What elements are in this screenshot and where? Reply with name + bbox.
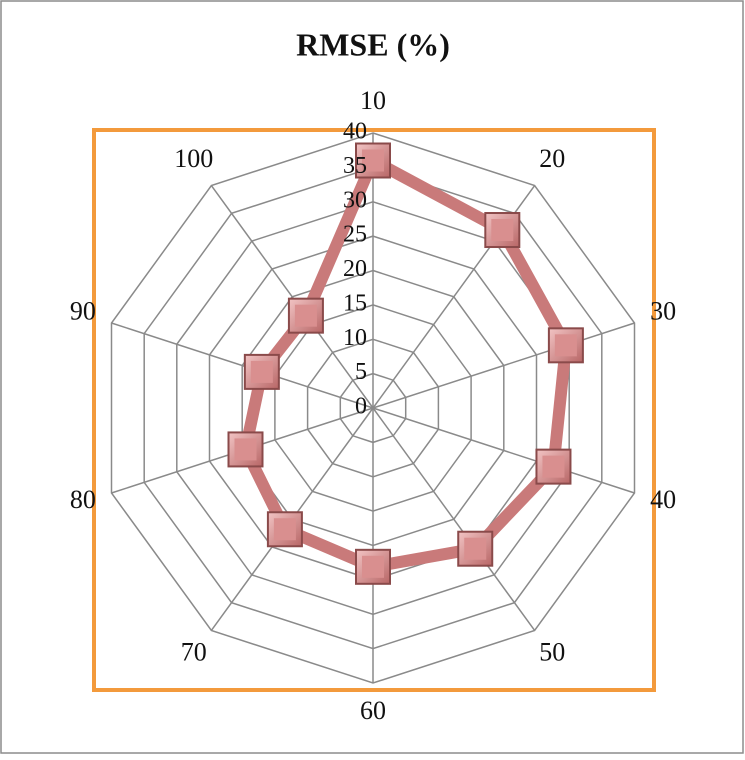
- category-label: 10: [360, 86, 386, 115]
- marker: [287, 297, 324, 334]
- labels: 0 5 10 15 20 25 30 35 40 10 20 30 40 50 60 70 80 90 100: [70, 86, 676, 725]
- marker: [535, 448, 572, 485]
- category-label: 20: [539, 144, 565, 173]
- marker-face: [273, 518, 296, 541]
- chart-title: RMSE (%): [296, 26, 450, 62]
- spoke: [372, 407, 635, 494]
- category-label: 60: [360, 696, 386, 725]
- spoke: [111, 322, 374, 409]
- spoke: [372, 407, 536, 631]
- category-label: 100: [174, 144, 213, 173]
- marker-face: [250, 360, 273, 383]
- category-label: 90: [70, 297, 96, 326]
- spoke: [372, 322, 635, 409]
- r-tick-label: 30: [343, 187, 367, 213]
- category-label: 50: [539, 638, 565, 667]
- r-tick-label: 5: [355, 359, 367, 385]
- series: [227, 142, 584, 585]
- marker-face: [362, 149, 384, 172]
- r-tick-label: 35: [343, 153, 367, 179]
- marker: [266, 511, 303, 548]
- r-tick-label: 20: [343, 256, 367, 282]
- marker-face: [294, 304, 317, 327]
- marker-face: [491, 219, 514, 242]
- r-tick-label: 0: [355, 394, 367, 420]
- marker-face: [234, 438, 257, 461]
- marker: [243, 353, 280, 390]
- marker-face: [542, 455, 565, 478]
- r-tick-label: 25: [343, 222, 367, 248]
- category-label: 30: [650, 297, 676, 326]
- r-tick-label: 15: [343, 290, 367, 316]
- marker-face: [554, 334, 577, 357]
- r-tick-label: 10: [343, 325, 367, 351]
- category-label: 40: [650, 485, 676, 514]
- marker-face: [464, 537, 487, 560]
- marker: [457, 530, 494, 567]
- category-label: 70: [181, 638, 207, 667]
- r-tick-label: 40: [343, 119, 367, 145]
- category-label: 80: [70, 485, 96, 514]
- plot-area-border: [92, 128, 656, 692]
- marker-face: [362, 555, 384, 578]
- spoke: [210, 185, 374, 409]
